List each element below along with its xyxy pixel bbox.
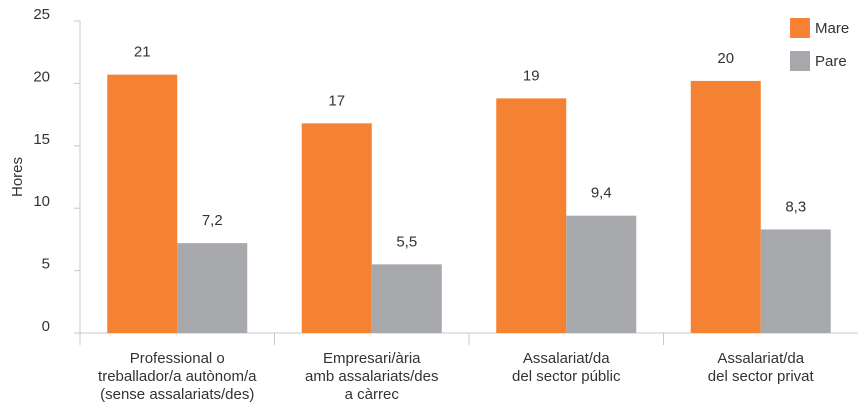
bar [177, 243, 248, 333]
data-label: 8,3 [785, 198, 806, 215]
y-tick-label: 5 [42, 256, 50, 273]
x-tick-label-line: Professional o [130, 350, 225, 367]
data-label: 7,2 [202, 212, 223, 229]
y-tick-label: 20 [33, 68, 50, 85]
x-tick-label-line: treballador/a autònom/a [98, 368, 257, 385]
x-tick-label-line: del sector privat [708, 368, 815, 385]
legend-label: Mare [815, 20, 849, 37]
data-label: 17 [328, 92, 345, 109]
bar [301, 123, 372, 333]
x-tick-label: Empresari/ària amb assalariats/des a càrre… [305, 350, 438, 403]
y-tick-label: 15 [33, 131, 50, 148]
bar [566, 215, 637, 333]
bar [760, 229, 831, 333]
data-label: 21 [134, 44, 151, 61]
data-label: 5,5 [396, 233, 417, 250]
x-tick-label-line: Assalariat/da [717, 350, 804, 367]
data-label: 20 [717, 50, 734, 67]
y-tick-label: 10 [33, 193, 50, 210]
x-tick-label: Assalariat/da del sector públic [512, 350, 621, 385]
bar [371, 264, 442, 333]
x-tick-label-line: Assalariat/da [523, 350, 610, 367]
x-tick-label-line: a càrrec [345, 386, 400, 403]
x-tick-label-line: Empresari/ària [323, 350, 421, 367]
data-label: 9,4 [591, 185, 612, 202]
bar [690, 80, 761, 334]
bar [496, 98, 567, 333]
bar [107, 74, 178, 333]
x-tick-label: Professional o treballador/a autònom/a (se… [98, 350, 257, 403]
legend-label: Pare [815, 53, 847, 70]
x-tick-label-line: (sense assalariats/des) [100, 386, 254, 403]
data-label: 19 [523, 67, 540, 84]
legend-swatch [790, 18, 810, 38]
legend-swatch [790, 51, 810, 71]
x-tick-label: Assalariat/da del sector privat [708, 350, 815, 385]
x-tick-label-line: del sector públic [512, 368, 621, 385]
y-tick-label: 25 [33, 6, 50, 23]
x-tick-label-line: amb assalariats/des [305, 368, 438, 385]
y-axis-label: Hores [9, 157, 26, 197]
y-tick-label: 0 [42, 318, 50, 335]
